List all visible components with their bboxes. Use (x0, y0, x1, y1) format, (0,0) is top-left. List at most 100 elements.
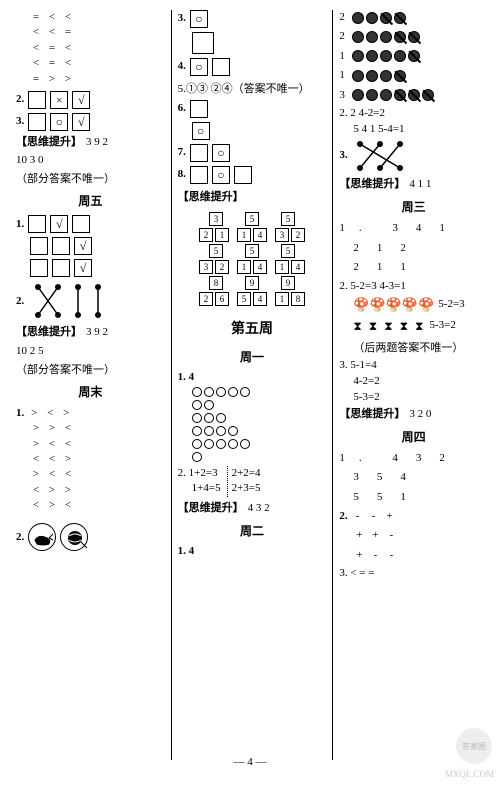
row: 354 (339, 470, 488, 485)
answer-box (28, 91, 46, 109)
ball-icon (380, 70, 392, 82)
ball-icon (352, 50, 364, 62)
yarn-icon (60, 523, 88, 551)
ring-icon (228, 426, 238, 436)
answer-box (190, 166, 208, 184)
rel: < (62, 421, 74, 436)
week5-title: 第五周 (178, 318, 327, 338)
ring-icon (240, 387, 250, 397)
answer-box: √ (72, 113, 90, 131)
answer-box: ○ (190, 10, 208, 28)
pm-row: 2.--+ (339, 509, 488, 524)
siwei-label: 【思维提升】 (16, 325, 82, 340)
q2-icons: 2. (16, 523, 165, 551)
hourglass-icon: ⧗ ⧗ ⧗ ⧗ ⧗ (353, 318, 425, 335)
rel: < (62, 437, 74, 452)
q1-row2: √ (16, 237, 165, 255)
answer-box (190, 100, 208, 118)
rel: < (46, 452, 58, 467)
q3: 3.○ (178, 10, 327, 28)
n: 2 (339, 29, 345, 44)
answer-box (30, 259, 48, 277)
ball-icon (352, 12, 364, 24)
rel: = (46, 56, 58, 71)
ring-icon (204, 387, 214, 397)
eq: 4-2=2 (339, 375, 488, 387)
ball-slash-icon (394, 89, 406, 101)
rel: = (30, 72, 42, 87)
siwei-1b: 10 3 0 (16, 154, 165, 166)
q4: 4.○ (178, 58, 327, 76)
ball-icon (366, 89, 378, 101)
rel: < (30, 498, 42, 513)
eq: 2+2=4 (232, 466, 261, 481)
siwei-label: 【思维提升】 (339, 407, 405, 422)
rel: < (62, 10, 74, 25)
q8: 8.○ (178, 166, 327, 184)
pm-row: +-- (339, 548, 488, 563)
ball-icon (366, 70, 378, 82)
ring-icon (240, 439, 250, 449)
siwei: 【思维提升】 3 2 0 (339, 407, 488, 422)
siwei-values: 3 2 0 (409, 407, 431, 422)
whale-icon (28, 523, 56, 551)
ring-icon (204, 439, 214, 449)
ball-icon (394, 50, 406, 62)
ball-slash-icon (408, 89, 420, 101)
rel: < (30, 483, 42, 498)
q2-matching: 2. (16, 281, 165, 321)
siwei-label: 【思维提升】 (339, 177, 405, 192)
rel: < (30, 56, 42, 71)
pyr-cell: 4 (291, 260, 305, 274)
ring-block (178, 387, 327, 462)
pyr-cell: 5 (281, 244, 295, 258)
hourglass-row: ⧗ ⧗ ⧗ ⧗ ⧗ 5-3=2 (339, 318, 488, 335)
ball-icon (366, 12, 378, 24)
eq: 5-3=2 (429, 318, 455, 333)
pyr-cell: 9 (281, 276, 295, 290)
matching-icon (28, 281, 108, 321)
ball-icon (352, 31, 364, 43)
q1-row3: √ (16, 259, 165, 277)
q3-cross: 3. (339, 139, 488, 173)
eq: 5-3=2 (339, 391, 488, 403)
rel: < (62, 498, 74, 513)
rel: > (30, 467, 42, 482)
zhouer-title: 周二 (178, 522, 327, 539)
q1-4: 1. 4 (178, 371, 327, 383)
eq: 1+4=5 (178, 481, 221, 496)
rel: > (46, 72, 58, 87)
column-3: 2 2 1 1 3 2. 2 4-2=2 5 4 1 5-4=1 3. 【思维提… (335, 10, 492, 760)
rel: > (46, 421, 58, 436)
pyr-cell: 1 (275, 292, 289, 306)
answer-box: √ (50, 215, 68, 233)
zhousi-title: 周四 (339, 428, 488, 445)
pyr-cell: 2 (199, 228, 213, 242)
row: 211 (339, 260, 488, 275)
pyr-cell: 2 (291, 228, 305, 242)
pyr-cell: 1 (237, 260, 251, 274)
rel: = (46, 41, 58, 56)
answer-box (72, 215, 90, 233)
answer-box (52, 259, 70, 277)
mushroom-row: 🍄🍄🍄🍄🍄 5-2=3 (339, 296, 488, 314)
rel: > (60, 406, 72, 421)
rel: < (30, 41, 42, 56)
ball-rows: 2 2 1 1 3 (339, 10, 488, 103)
rel: > (46, 483, 58, 498)
answer-box (30, 237, 48, 255)
pyr-cell: 4 (253, 292, 267, 306)
pyr-cell: 5 (209, 244, 223, 258)
siwei: 【思维提升】 4 3 2 (178, 501, 327, 516)
partial-note: （部分答案不唯一） (16, 361, 165, 377)
pyr-cell: 3 (209, 212, 223, 226)
rel: < (46, 437, 58, 452)
pyr-cell: 8 (209, 276, 223, 290)
equations: 2. 1+2=3 1+4=5 2+2=4 2+3=5 (178, 466, 327, 497)
rel: < (44, 406, 56, 421)
siwei-values: 3 9 2 (86, 135, 108, 150)
answer-box (234, 166, 252, 184)
answer-box (190, 144, 208, 162)
ring-icon (204, 426, 214, 436)
rel: = (30, 10, 42, 25)
